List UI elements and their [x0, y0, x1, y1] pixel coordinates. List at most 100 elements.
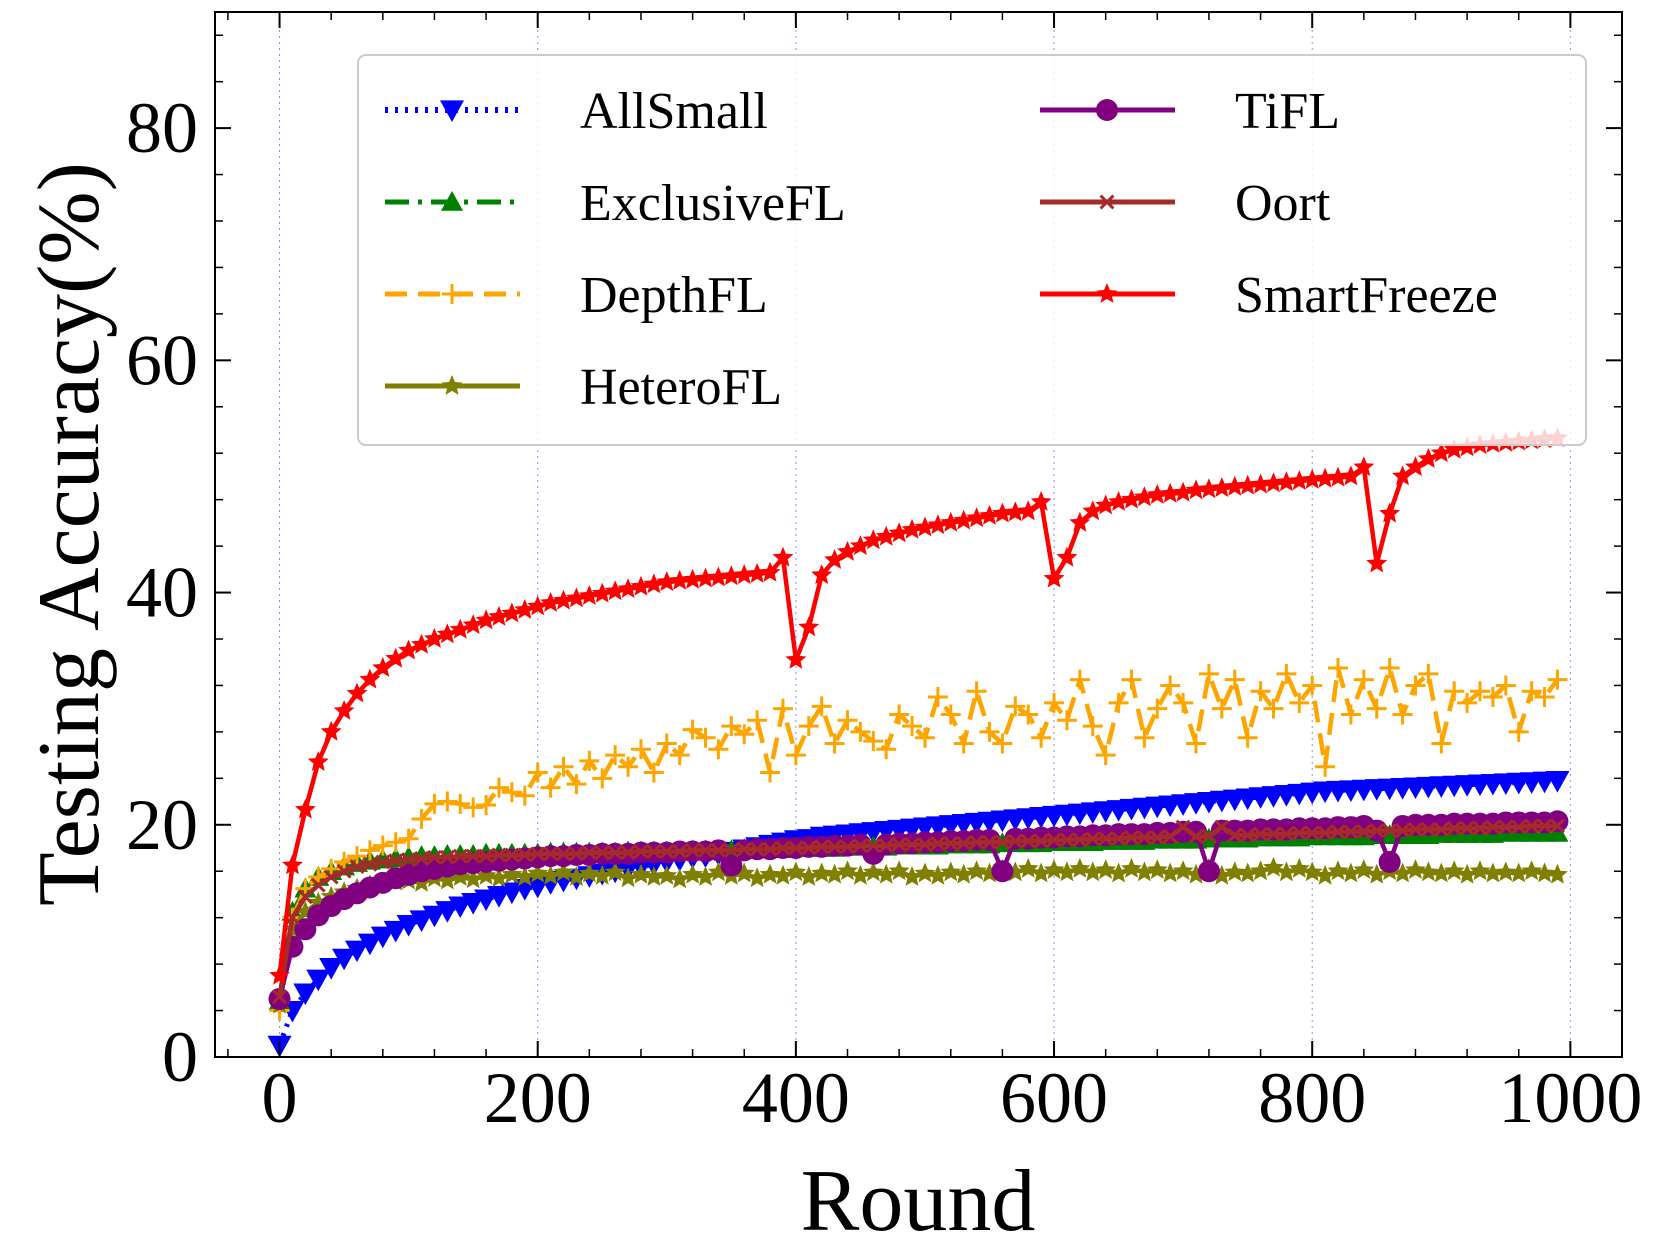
data-point	[953, 863, 975, 884]
data-point	[1159, 482, 1181, 503]
data-point	[1056, 861, 1078, 882]
data-point	[1443, 860, 1465, 881]
data-point	[862, 529, 884, 550]
data-point	[643, 762, 664, 783]
data-point	[1095, 745, 1116, 766]
data-point	[1250, 860, 1271, 881]
data-point	[630, 863, 652, 884]
data-point	[852, 838, 868, 854]
data-point	[824, 733, 845, 754]
data-point	[1082, 716, 1103, 737]
data-point	[1098, 831, 1114, 847]
data-point	[1108, 862, 1129, 883]
data-point	[682, 719, 703, 740]
data-point	[1224, 475, 1246, 496]
data-point	[775, 840, 791, 856]
data-point	[759, 561, 781, 582]
x-tick-label: 800	[1258, 1058, 1366, 1138]
data-point	[1521, 681, 1542, 702]
data-point	[736, 841, 752, 857]
legend-label: HeteroFL	[580, 359, 782, 416]
data-point	[1201, 828, 1217, 844]
data-point	[1524, 818, 1540, 834]
data-point	[811, 862, 833, 883]
data-point	[875, 863, 897, 884]
data-point	[604, 580, 626, 601]
series-line	[277, 823, 1558, 997]
data-point	[994, 834, 1010, 850]
data-point	[1549, 818, 1565, 834]
data-point	[385, 647, 407, 668]
data-point	[1382, 823, 1398, 839]
data-point	[439, 849, 455, 865]
data-point	[695, 866, 716, 886]
data-point	[723, 842, 739, 858]
data-point	[1431, 733, 1452, 754]
x-axis-title: Round	[801, 1153, 1036, 1250]
data-point	[346, 682, 368, 703]
data-point	[514, 599, 536, 619]
data-point	[746, 867, 768, 888]
data-point	[463, 797, 484, 818]
data-point	[1266, 826, 1281, 842]
data-point	[643, 866, 665, 886]
data-point	[1214, 819, 1230, 835]
data-point	[888, 860, 910, 881]
data-point	[1301, 468, 1323, 489]
y-tick-label: 80	[126, 88, 198, 168]
data-point	[1366, 698, 1387, 719]
data-point	[501, 782, 522, 803]
data-point	[320, 720, 342, 741]
data-point	[991, 860, 1014, 883]
series-line	[277, 865, 1558, 1006]
data-point	[850, 864, 871, 885]
data-point	[1133, 486, 1155, 507]
data-point	[914, 516, 936, 537]
data-point	[1211, 864, 1233, 885]
data-point	[982, 834, 997, 850]
data-point	[1508, 862, 1530, 883]
data-point	[1227, 827, 1243, 843]
data-point	[1056, 710, 1077, 731]
data-point	[1147, 698, 1168, 719]
data-point	[294, 798, 316, 819]
data-point	[1327, 466, 1349, 487]
data-point	[1511, 819, 1527, 835]
data-point	[1340, 704, 1361, 725]
data-point	[901, 866, 923, 886]
data-point	[527, 595, 549, 616]
data-point	[591, 582, 613, 603]
plot-frame	[214, 11, 1623, 1058]
data-point	[1340, 862, 1362, 883]
data-point	[581, 845, 597, 861]
data-point	[1418, 663, 1439, 684]
data-point	[424, 793, 445, 814]
data-point	[527, 862, 549, 883]
data-point	[1017, 857, 1039, 878]
data-point	[1237, 474, 1259, 495]
x-tick-label: 600	[1000, 1058, 1108, 1138]
data-point	[566, 774, 587, 795]
legend-item-exclusivefl: ExclusiveFL	[385, 175, 846, 232]
data-point	[876, 739, 897, 760]
data-point	[452, 848, 468, 864]
data-point	[269, 964, 290, 985]
data-point	[930, 835, 946, 851]
data-point	[698, 842, 713, 858]
data-point	[979, 504, 1000, 525]
data-point	[914, 862, 936, 883]
data-point	[1547, 669, 1568, 690]
data-point	[659, 844, 675, 859]
data-point	[759, 863, 781, 884]
data-point	[1314, 467, 1336, 488]
legend-item-smartfreeze: SmartFreeze	[1040, 267, 1498, 324]
legend-swatch-marker	[441, 191, 463, 211]
data-point	[1392, 862, 1413, 883]
data-point	[359, 840, 380, 861]
data-point	[578, 862, 600, 883]
data-point	[1420, 821, 1436, 837]
data-point	[863, 731, 884, 752]
data-point	[450, 793, 471, 814]
data-point	[875, 525, 897, 546]
data-point	[385, 832, 406, 853]
